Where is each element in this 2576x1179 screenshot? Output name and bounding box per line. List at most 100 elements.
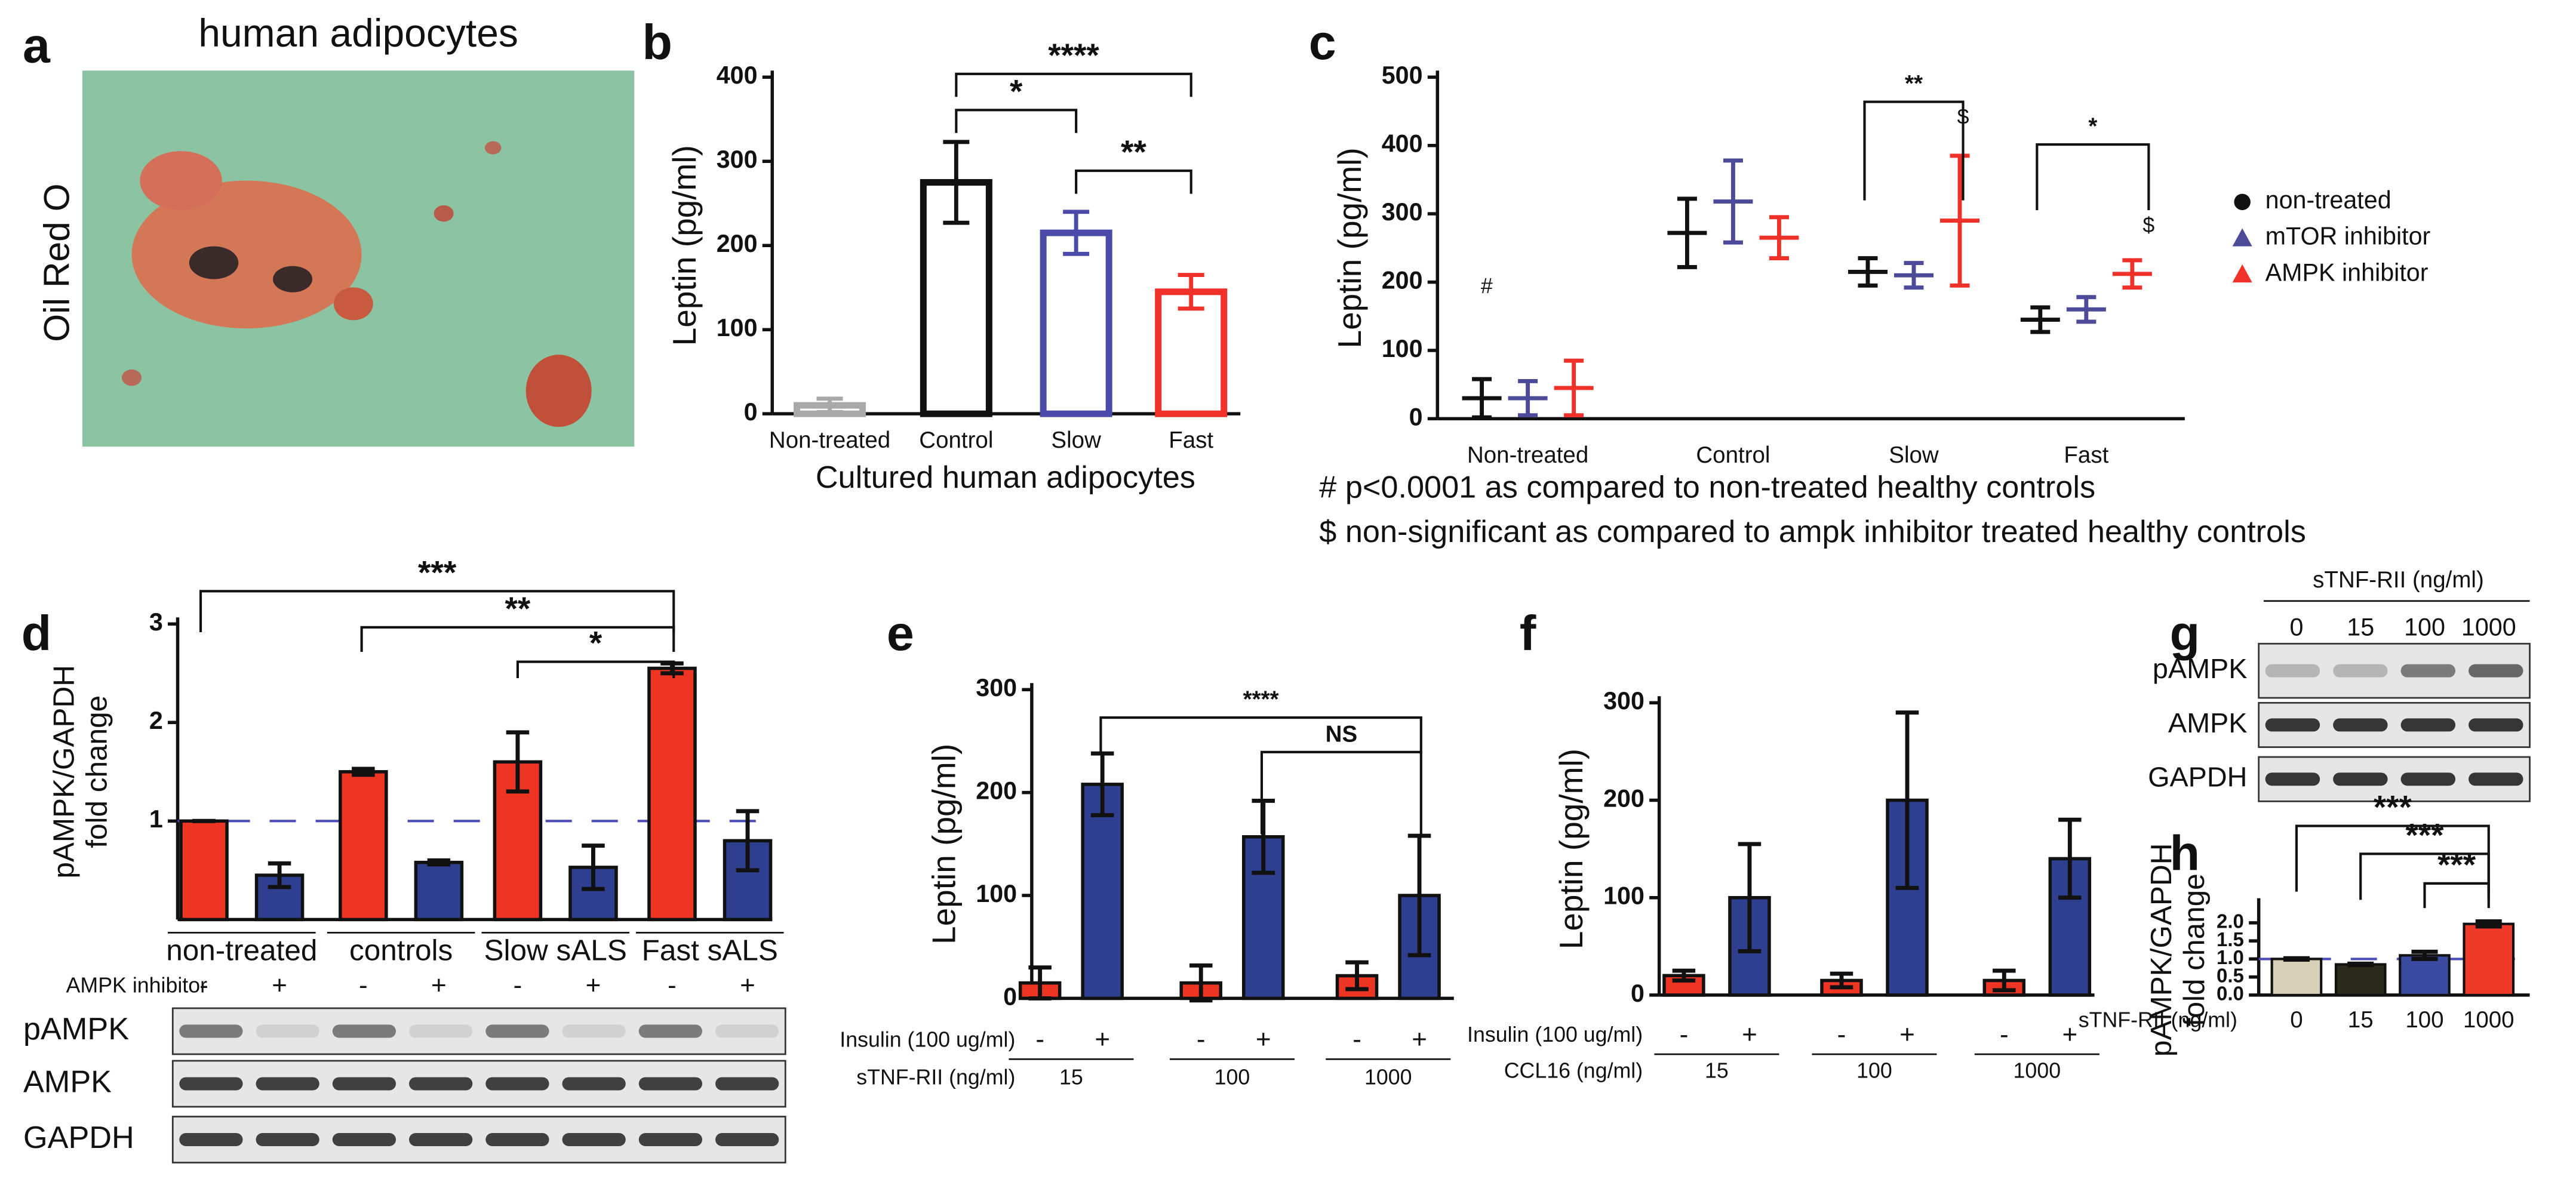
blot-row-label: GAPDH: [23, 1120, 134, 1155]
blot-band: [485, 1132, 549, 1146]
y-tick-label: 0: [744, 398, 758, 426]
blot-band: [2400, 664, 2456, 678]
blot-band: [2469, 772, 2523, 786]
y-tick-label: 3: [149, 608, 163, 636]
significance-label: **: [1905, 71, 1923, 97]
significance-bracket: [199, 590, 675, 633]
significance-label: **: [1121, 133, 1146, 170]
blot-band: [2265, 772, 2320, 786]
blot-band: [715, 1024, 779, 1038]
bar: [2463, 922, 2515, 996]
significance-label: ****: [1243, 687, 1279, 713]
row-value: +: [2062, 1020, 2077, 1049]
y-tick-label: 200: [976, 777, 1017, 805]
x-axis-label: CCL16 (ng/ml): [1504, 1059, 1643, 1083]
row-value: +: [586, 971, 601, 1000]
significance-label: *: [1010, 72, 1023, 109]
row-value: +: [740, 971, 755, 1000]
blot-row-label: AMPK: [23, 1064, 112, 1099]
panel-label: f: [1520, 606, 1536, 661]
significance-bracket: [1075, 170, 1192, 194]
bar: [179, 819, 229, 922]
x-tick-label: controls: [349, 934, 453, 966]
blot-lane-label: 1000: [2461, 613, 2516, 641]
legend-marker: [2232, 264, 2252, 283]
blot-band: [332, 1077, 396, 1091]
blot-band: [562, 1024, 626, 1038]
row-value: +: [1742, 1020, 1757, 1049]
row-value: +: [1256, 1025, 1271, 1054]
row-value: -: [199, 971, 208, 1000]
bar: [2270, 958, 2323, 996]
x-tick-label: Non-treated: [769, 427, 890, 453]
row-label: AMPK inhibitor: [66, 974, 208, 998]
panel-label: e: [887, 606, 914, 661]
blot-band: [715, 1132, 779, 1146]
significance-label: **: [505, 590, 531, 627]
x-tick-label: Fast: [1169, 427, 1213, 453]
legend-label: AMPK inhibitor: [2265, 258, 2429, 286]
y-axis-label: pAMPK/GAPDH: [48, 665, 81, 879]
blot-band: [715, 1077, 779, 1091]
y-tick-label: 200: [717, 230, 758, 257]
x-axis-label: sTNF-RII (ng/ml): [856, 1066, 1015, 1089]
significance-label: ***: [418, 553, 457, 590]
legend-label: mTOR inhibitor: [2265, 223, 2431, 250]
note: # p<0.0001 as compared to non-treated he…: [1319, 470, 2095, 505]
significance-bracket: [2036, 143, 2150, 211]
y-axis-label: pAMPK/GAPDH: [2145, 843, 2178, 1057]
x-tick-label: 15: [2348, 1007, 2374, 1033]
x-tick-label: 1000: [2463, 1007, 2514, 1033]
y-tick-label: 0.0: [2217, 983, 2244, 1005]
y-tick-label: 500: [1382, 61, 1423, 89]
blot-band: [485, 1077, 549, 1091]
x-tick-label: 1000: [1364, 1066, 1412, 1089]
row-label: Insulin (100 ug/ml): [840, 1027, 1015, 1051]
blot-band: [2400, 772, 2456, 786]
y-tick-label: 0: [1003, 983, 1017, 1010]
blot-band: [2400, 718, 2456, 732]
y-axis-label: Leptin (pg/ml): [1331, 147, 1368, 348]
row-value: +: [272, 971, 287, 1000]
row-value: -: [2000, 1020, 2009, 1049]
blot-band: [638, 1024, 703, 1038]
y-axis-label: fold change: [2178, 873, 2211, 1026]
blot-lane-label: 15: [2347, 613, 2374, 641]
y-tick-label: 100: [717, 314, 758, 341]
image-title: human adipocytes: [198, 11, 518, 55]
bar: [2334, 963, 2387, 996]
y-tick-label: 300: [717, 146, 758, 173]
y-axis-label: Leptin (pg/ml): [1553, 749, 1590, 949]
y-tick-label: 400: [1382, 130, 1423, 158]
y-tick-label: 300: [976, 674, 1017, 701]
y-tick-label: 200: [1603, 784, 1644, 812]
significance-label: ***: [2374, 789, 2412, 826]
row-value: +: [1899, 1020, 1915, 1049]
y-tick-label: 2.0: [2217, 910, 2244, 932]
x-tick-label: Fast: [2064, 442, 2108, 468]
y-tick-label: 0.5: [2217, 964, 2244, 986]
significance-bracket: [516, 660, 675, 679]
bar: [339, 770, 388, 922]
significance-bracket: [955, 72, 1192, 97]
panel-label: g: [2170, 606, 2200, 661]
significance-bracket: [955, 109, 1078, 133]
blot-band: [485, 1024, 549, 1038]
y-axis-label: Leptin (pg/ml): [666, 145, 703, 346]
x-tick-label: 100: [1215, 1066, 1250, 1089]
blot-band: [179, 1024, 243, 1038]
significance-bracket: [1260, 750, 1422, 835]
x-axis-label: sTNF-RII (ng/ml): [2079, 1008, 2237, 1032]
row-value: +: [1095, 1025, 1110, 1054]
blot-band: [2265, 664, 2320, 678]
row-label: Insulin (100 ug/ml): [1467, 1023, 1643, 1046]
row-value: -: [514, 971, 522, 1000]
blot-band: [409, 1077, 473, 1091]
annotation: $: [1957, 104, 1969, 128]
blot-band: [638, 1132, 703, 1146]
x-tick-label: 0: [2290, 1007, 2303, 1033]
significance-label: NS: [1326, 721, 1357, 747]
blot-band: [2333, 718, 2388, 732]
blot-band: [332, 1132, 396, 1146]
